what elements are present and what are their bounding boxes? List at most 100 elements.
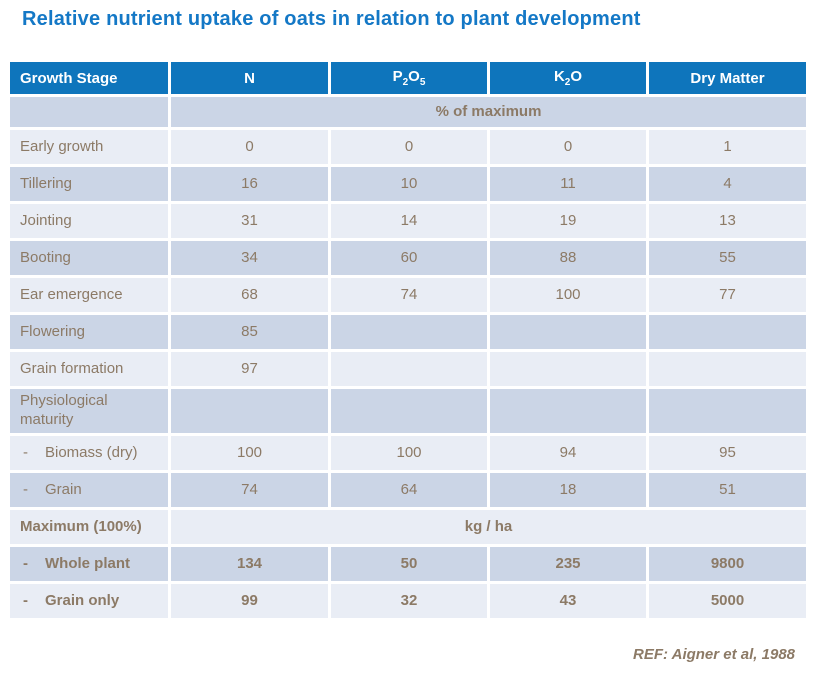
stage-cell-empty: [10, 97, 168, 127]
value-cell: 0: [331, 130, 487, 164]
value-cell: 9800: [649, 547, 806, 581]
header-k2o-mid: O: [570, 68, 583, 85]
value-cell: [649, 315, 806, 349]
reference-citation: REF: Aigner et al, 1988: [633, 646, 795, 663]
stage-cell: Jointing: [10, 204, 168, 238]
table-row-flowering: Flowering 85: [10, 315, 806, 349]
table-row-whole-plant: - Whole plant 134 50 235 9800: [10, 547, 806, 581]
unit-row-maximum: Maximum (100%) kg / ha: [10, 510, 806, 544]
table-row-biomass-dry: - Biomass (dry) 100 100 94 95: [10, 436, 806, 470]
value-cell: 235: [490, 547, 646, 581]
value-cell: 32: [331, 584, 487, 618]
header-p2o5-sub1: 2: [402, 77, 409, 88]
stage-cell: Tillering: [10, 167, 168, 201]
header-p2o5: P2O5: [331, 62, 487, 94]
value-cell: 88: [490, 241, 646, 275]
unit-label-kg-ha: kg / ha: [171, 510, 806, 544]
value-cell: 97: [171, 352, 328, 386]
stage-cell: - Whole plant: [10, 547, 168, 581]
value-cell: 99: [171, 584, 328, 618]
value-cell: 55: [649, 241, 806, 275]
value-cell: 50: [331, 547, 487, 581]
header-p2o5-mid: O: [408, 68, 420, 85]
stage-cell-maximum: Maximum (100%): [10, 510, 168, 544]
header-dry-matter: Dry Matter: [649, 62, 806, 94]
stage-cell: - Grain only: [10, 584, 168, 618]
dash-marker: -: [23, 591, 28, 609]
value-cell: 51: [649, 473, 806, 507]
nutrient-uptake-table: Growth Stage N P2O5 K2O Dry Matter % of …: [7, 59, 809, 621]
header-p2o5-sub2: 5: [419, 77, 426, 88]
value-cell: 19: [490, 204, 646, 238]
header-p2o5-base: P: [392, 68, 403, 85]
stage-cell: Grain formation: [10, 352, 168, 386]
value-cell: 64: [331, 473, 487, 507]
value-cell: 11: [490, 167, 646, 201]
value-cell: [331, 389, 487, 433]
header-k2o: K2O: [490, 62, 646, 94]
value-cell: 1: [649, 130, 806, 164]
value-cell: 74: [331, 278, 487, 312]
value-cell: 5000: [649, 584, 806, 618]
dash-marker: -: [23, 443, 28, 461]
page-title: Relative nutrient uptake of oats in rela…: [22, 8, 641, 30]
dash-marker: -: [23, 480, 28, 498]
stage-label: Grain: [45, 480, 82, 498]
value-cell: 68: [171, 278, 328, 312]
stage-cell: Ear emergence: [10, 278, 168, 312]
value-cell: [331, 315, 487, 349]
unit-row-percent: % of maximum: [10, 97, 806, 127]
value-cell: 31: [171, 204, 328, 238]
value-cell: 77: [649, 278, 806, 312]
value-cell: 134: [171, 547, 328, 581]
stage-cell: Early growth: [10, 130, 168, 164]
value-cell: [171, 389, 328, 433]
stage-label: Whole plant: [45, 554, 130, 572]
stage-label: Biomass (dry): [45, 443, 138, 461]
value-cell: 43: [490, 584, 646, 618]
table-row-early-growth: Early growth 0 0 0 1: [10, 130, 806, 164]
value-cell: 100: [331, 436, 487, 470]
value-cell: 100: [171, 436, 328, 470]
header-growth-stage: Growth Stage: [10, 62, 168, 94]
value-cell: 60: [331, 241, 487, 275]
table-row-ear-emergence: Ear emergence 68 74 100 77: [10, 278, 806, 312]
header-k2o-base: K: [553, 68, 565, 85]
stage-cell: Booting: [10, 241, 168, 275]
value-cell: 100: [490, 278, 646, 312]
value-cell: [490, 352, 646, 386]
value-cell: 4: [649, 167, 806, 201]
stage-label: Grain only: [45, 591, 120, 609]
value-cell: [649, 389, 806, 433]
table-row-jointing: Jointing 31 14 19 13: [10, 204, 806, 238]
table-row-tillering: Tillering 16 10 11 4: [10, 167, 806, 201]
header-k2o-sub: 2: [564, 77, 571, 88]
value-cell: 10: [331, 167, 487, 201]
value-cell: [331, 352, 487, 386]
value-cell: 74: [171, 473, 328, 507]
value-cell: 18: [490, 473, 646, 507]
value-cell: 95: [649, 436, 806, 470]
value-cell: 14: [331, 204, 487, 238]
value-cell: [490, 389, 646, 433]
dash-marker: -: [23, 554, 28, 572]
stage-cell: Flowering: [10, 315, 168, 349]
table-row-grain: - Grain 74 64 18 51: [10, 473, 806, 507]
value-cell: 16: [171, 167, 328, 201]
value-cell: 0: [171, 130, 328, 164]
value-cell: 13: [649, 204, 806, 238]
table-row-grain-only: - Grain only 99 32 43 5000: [10, 584, 806, 618]
table-row-grain-formation: Grain formation 97: [10, 352, 806, 386]
header-n: N: [171, 62, 328, 94]
stage-cell: Physiological maturity: [10, 389, 168, 433]
table-header-row: Growth Stage N P2O5 K2O Dry Matter: [10, 62, 806, 94]
table-row-physiological-maturity: Physiological maturity: [10, 389, 806, 433]
value-cell: 0: [490, 130, 646, 164]
stage-cell: - Grain: [10, 473, 168, 507]
value-cell: [490, 315, 646, 349]
table-row-booting: Booting 34 60 88 55: [10, 241, 806, 275]
value-cell: [649, 352, 806, 386]
unit-label-percent: % of maximum: [171, 97, 806, 127]
stage-cell: - Biomass (dry): [10, 436, 168, 470]
